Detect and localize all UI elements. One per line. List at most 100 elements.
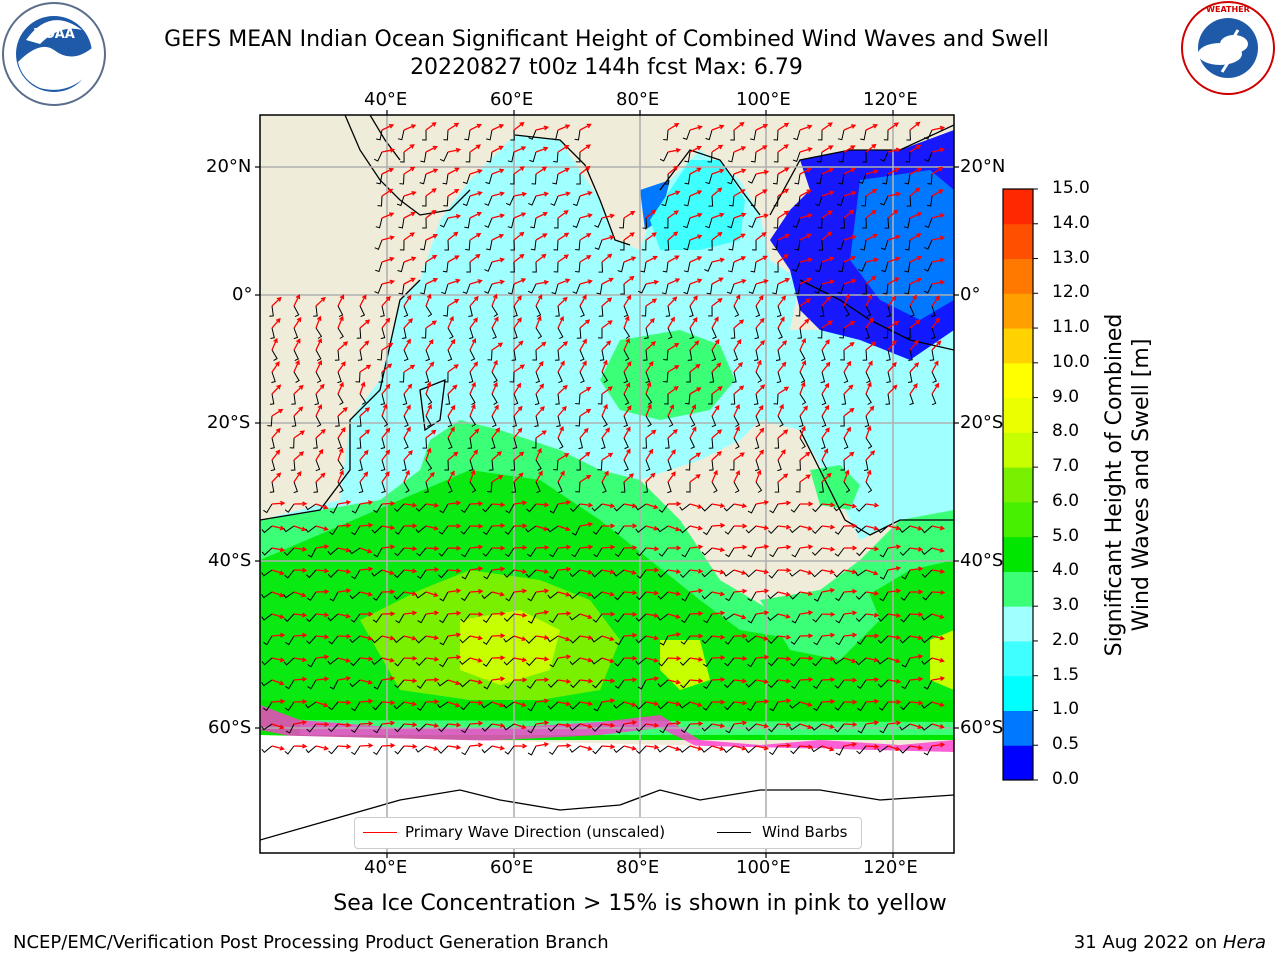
- wind-barb: [403, 481, 410, 493]
- wind-barb: [403, 415, 409, 428]
- wind-barb: [425, 459, 433, 471]
- wave-direction-arrow: [843, 721, 858, 727]
- wind-barb: [821, 415, 827, 428]
- wave-direction-arrow: [799, 213, 813, 219]
- wave-direction-arrow: [667, 449, 676, 461]
- wave-direction-arrow: [271, 361, 280, 373]
- wave-direction-arrow: [359, 364, 372, 373]
- wave-direction-arrow: [689, 256, 703, 263]
- wind-barb: [679, 503, 691, 511]
- wind-barb: [701, 547, 713, 556]
- wave-direction-arrow: [403, 256, 417, 263]
- wave-direction-arrow: [887, 209, 899, 219]
- wave-direction-arrow: [513, 364, 526, 373]
- wave-direction-arrow: [623, 315, 630, 329]
- wind-barb: [899, 745, 911, 754]
- wave-direction-arrow: [865, 317, 874, 329]
- wind-barb: [663, 349, 669, 361]
- wave-direction-arrow: [755, 679, 770, 685]
- wind-barb: [773, 217, 779, 229]
- wave-direction-arrow: [777, 361, 787, 373]
- wind-barb: [664, 173, 669, 185]
- wind-barb: [396, 195, 405, 207]
- wave-direction-arrow: [667, 655, 682, 661]
- wind-barb: [812, 657, 823, 667]
- wave-direction-arrow: [755, 169, 770, 175]
- wave-direction-arrow: [668, 545, 682, 551]
- wind-barb: [711, 415, 717, 428]
- wave-direction-arrow: [579, 255, 592, 263]
- wave-direction-arrow: [513, 146, 527, 153]
- wind-barb: [509, 371, 515, 383]
- wave-direction-arrow: [579, 544, 594, 550]
- wind-barb: [748, 217, 757, 228]
- wind-barb: [459, 657, 471, 666]
- wave-direction-arrow: [535, 233, 548, 241]
- wave-direction-arrow: [315, 676, 330, 682]
- wave-direction-arrow: [557, 232, 570, 241]
- wind-barb: [708, 239, 713, 251]
- wind-barb: [504, 745, 515, 755]
- lon-tick-bottom: 60°E: [490, 857, 534, 878]
- wave-direction-arrow: [579, 408, 592, 417]
- wind-barb: [769, 503, 779, 514]
- wave-direction-arrow: [887, 384, 898, 395]
- wind-barb: [792, 261, 801, 272]
- wave-direction-arrow: [469, 611, 484, 617]
- wind-barb: [437, 679, 449, 687]
- wave-direction-arrow: [887, 234, 901, 241]
- wave-direction-arrow: [513, 612, 528, 618]
- wind-barb: [307, 657, 317, 668]
- wave-direction-arrow: [865, 590, 880, 596]
- wave-direction-arrow: [711, 450, 722, 461]
- wave-direction-arrow: [337, 500, 352, 506]
- wind-barb: [643, 481, 649, 493]
- wave-direction-arrow: [513, 657, 528, 663]
- wind-barb: [547, 591, 559, 599]
- wave-direction-arrow: [623, 611, 638, 617]
- wave-direction-arrow: [359, 698, 374, 704]
- wave-direction-arrow: [821, 361, 831, 373]
- wind-barb: [684, 173, 691, 185]
- wave-direction-arrow: [403, 701, 418, 707]
- wave-direction-arrow: [843, 742, 858, 748]
- wind-barb: [505, 195, 515, 206]
- wave-direction-arrow: [513, 231, 525, 241]
- wave-direction-arrow: [447, 722, 462, 728]
- wave-direction-arrow: [469, 381, 476, 395]
- wave-direction-arrow: [887, 678, 902, 684]
- wave-direction-arrow: [469, 523, 484, 529]
- wind-barb: [921, 657, 933, 666]
- wave-direction-arrow: [579, 502, 594, 508]
- wind-barb: [755, 415, 761, 428]
- wind-barb: [468, 305, 473, 317]
- wind-barb: [284, 745, 295, 755]
- wind-barb: [439, 217, 449, 228]
- lon-tick-bottom: 80°E: [616, 857, 660, 878]
- wave-direction-arrow: [865, 425, 872, 439]
- wind-barb: [642, 437, 648, 449]
- wind-barb: [755, 305, 761, 318]
- wind-barb: [679, 745, 691, 753]
- wave-direction-arrow: [887, 122, 900, 131]
- wave-direction-arrow: [909, 319, 921, 329]
- wind-barb: [681, 613, 691, 624]
- wave-direction-arrow: [293, 384, 304, 395]
- wind-barb: [263, 701, 273, 712]
- wave-direction-arrow: [909, 212, 923, 219]
- wave-direction-arrow: [887, 320, 900, 329]
- wave-direction-arrow: [601, 544, 616, 550]
- wave-direction-arrow: [359, 381, 366, 395]
- wind-barb: [730, 327, 736, 339]
- wave-direction-arrow: [777, 316, 785, 329]
- colorbar-segment: [1003, 223, 1033, 260]
- wind-barb: [667, 459, 672, 472]
- wind-barb: [306, 723, 317, 733]
- wind-barb: [592, 613, 603, 623]
- wind-barb: [882, 283, 889, 295]
- lat-tick-right: 0°: [960, 284, 981, 305]
- wind-barb: [645, 371, 651, 384]
- colorbar-label: 5.0: [1052, 525, 1080, 546]
- wave-direction-arrow: [601, 277, 614, 285]
- wind-barb: [862, 217, 867, 229]
